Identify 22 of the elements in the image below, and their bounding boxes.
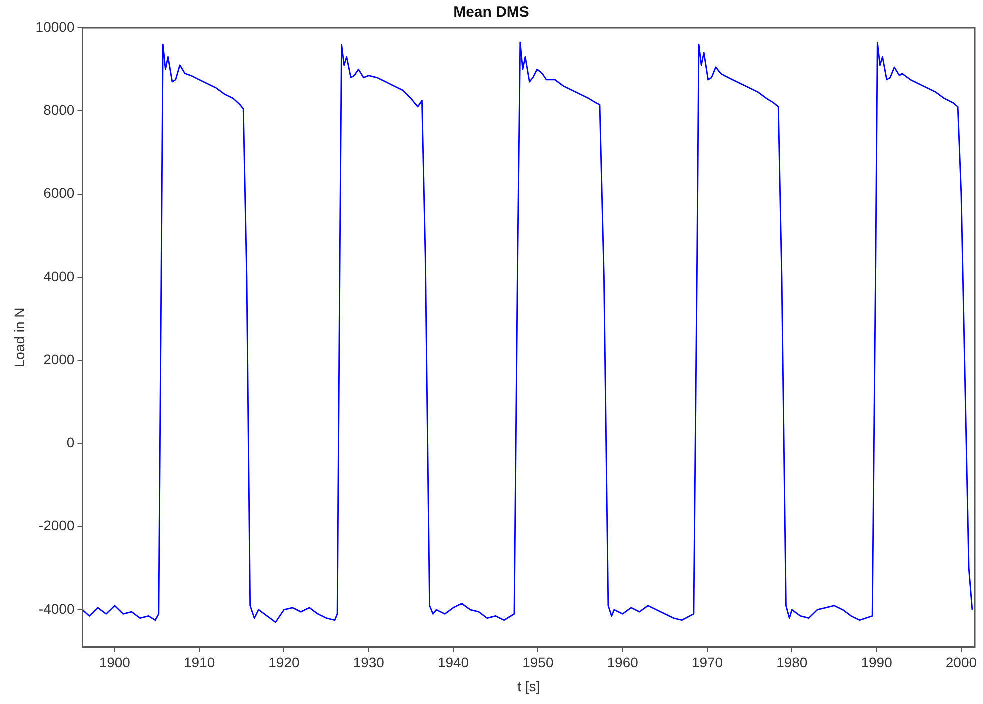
x-tick-label: 1990 — [861, 654, 893, 671]
y-axis-title: Load in N — [11, 308, 28, 368]
y-tick-label: 2000 — [44, 351, 75, 368]
x-tick-label: 1950 — [522, 654, 554, 671]
x-tick-label: 1900 — [99, 654, 131, 671]
y-tick-label: 8000 — [44, 102, 75, 118]
x-tick-label: 1930 — [353, 654, 385, 671]
y-tick-label: -4000 — [38, 600, 75, 617]
x-tick-label: 1970 — [692, 654, 724, 671]
x-tick-label: 1940 — [438, 654, 470, 671]
y-tick-label: 4000 — [44, 268, 75, 284]
y-tick-label: -2000 — [38, 518, 75, 534]
y-tick-label: 6000 — [44, 185, 75, 202]
chart-title: Mean DMS — [454, 4, 530, 22]
x-tick-label: 1910 — [184, 654, 216, 671]
x-tick-label: 1980 — [776, 654, 808, 671]
x-axis-title: t [s] — [518, 678, 540, 694]
x-tick-label: 2000 — [946, 654, 978, 671]
y-tick-label: 10000 — [36, 18, 75, 35]
y-tick-label: 0 — [66, 434, 75, 451]
x-tick-label: 1920 — [268, 654, 300, 671]
x-tick-label: 1960 — [607, 654, 639, 671]
